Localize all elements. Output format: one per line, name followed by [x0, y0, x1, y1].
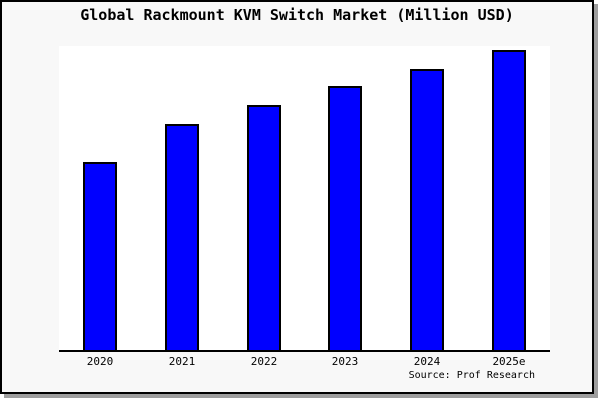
x-tick-label-2020: 2020: [86, 355, 114, 368]
source-credit: Source: Prof Research: [408, 370, 535, 381]
chart-title: Global Rackmount KVM Switch Market (Mill…: [80, 6, 514, 24]
chart-frame: Global Rackmount KVM Switch Market (Mill…: [0, 0, 594, 394]
bar-2022: [247, 105, 281, 350]
x-tick-label-2022: 2022: [250, 355, 278, 368]
plot-area: [59, 46, 550, 352]
bar-2021: [165, 124, 199, 350]
bar-2023: [328, 86, 362, 350]
bar-2024: [410, 69, 444, 350]
x-tick-label-2021: 2021: [168, 355, 196, 368]
x-tick-label-2024: 2024: [413, 355, 441, 368]
x-tick-label-2025e: 2025e: [492, 355, 526, 368]
x-tick-label-2023: 2023: [331, 355, 359, 368]
bar-2025e: [492, 50, 526, 350]
bar-2020: [83, 162, 117, 350]
